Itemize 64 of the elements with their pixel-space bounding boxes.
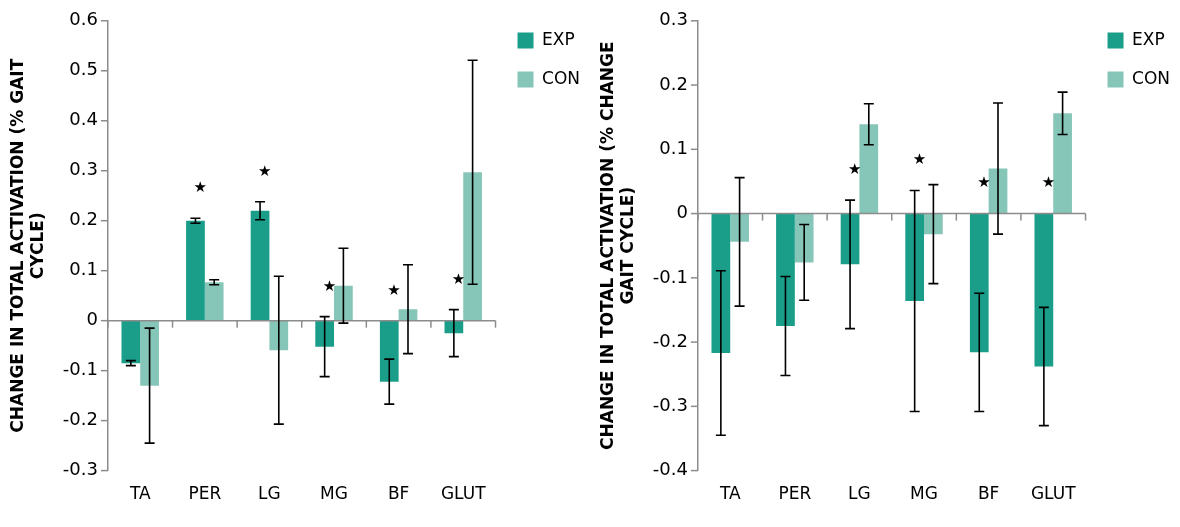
y-tick-label: 0.5 [69, 58, 98, 80]
annotation: ★ [977, 173, 991, 192]
y-tick-label: 0 [676, 201, 688, 223]
bar [969, 213, 989, 353]
bar [186, 220, 205, 321]
annotation: ★ [387, 280, 401, 299]
annotation: ★ [912, 150, 927, 169]
x-tick-label: GLUT [440, 483, 487, 504]
bar [1034, 213, 1054, 367]
y-tick-label: -0.2 [62, 408, 98, 430]
y-tick-label: -0.3 [652, 394, 688, 416]
annotation: ★ [1041, 173, 1056, 192]
bar [463, 172, 482, 321]
x-tick-label: BF [977, 483, 1000, 504]
y-tick-label: 0 [86, 308, 98, 330]
bar [140, 320, 159, 386]
legend-label: CON [542, 67, 580, 88]
x-tick-label: TA [718, 483, 741, 504]
legend-label: EXP [542, 28, 575, 49]
y-tick-label: -0.3 [62, 458, 98, 480]
annotation: ★ [848, 159, 862, 178]
y-tick-label: 0.4 [69, 108, 98, 130]
bar [711, 213, 731, 354]
bar [1053, 113, 1072, 214]
y-tick-label: 0.2 [659, 72, 688, 94]
bar [315, 320, 335, 347]
y-tick-label: 0.3 [69, 158, 98, 180]
y-tick-label: -0.2 [652, 329, 688, 351]
y-axis-title: CHANGE IN TOTAL ACTIVATION (% GAIT CYCLE) [6, 58, 48, 433]
x-tick-label: TA [128, 483, 151, 504]
bar [905, 213, 925, 301]
y-axis-title: CHANGE IN TOTAL ACTIVATION (% CHANGE GAIT CYCLE) [596, 41, 638, 450]
bar [924, 213, 943, 235]
y-tick-label: -0.4 [652, 458, 688, 480]
bar [379, 320, 399, 382]
bar [730, 213, 749, 242]
x-tick-label: GLUT [1030, 483, 1077, 504]
legend-label: EXP [1132, 28, 1165, 49]
bar [859, 124, 879, 214]
y-tick-label: 0.3 [659, 8, 688, 30]
x-tick-label: MG [320, 483, 348, 504]
y-tick-label: 0.1 [69, 258, 98, 280]
bar [334, 285, 353, 321]
x-tick-label: LG [258, 483, 281, 504]
bar [121, 320, 141, 364]
y-tick-label: -0.1 [652, 265, 688, 287]
bar [776, 213, 795, 327]
x-tick-label: PER [188, 483, 222, 504]
annotation: ★ [451, 269, 466, 288]
legend-label: CON [1132, 67, 1170, 88]
annotation: ★ [258, 161, 272, 180]
annotation: ★ [322, 276, 337, 295]
x-tick-label: PER [778, 483, 812, 504]
x-tick-label: LG [848, 483, 871, 504]
bar [204, 282, 224, 321]
y-tick-label: 0.1 [659, 136, 688, 158]
bar [250, 210, 270, 321]
bar [794, 213, 814, 263]
x-tick-label: MG [910, 483, 938, 504]
y-tick-label: 0.2 [69, 208, 98, 230]
y-tick-label: 0.6 [69, 8, 98, 30]
x-tick-label: BF [387, 483, 410, 504]
y-tick-label: -0.1 [62, 358, 98, 380]
annotation: ★ [193, 178, 207, 197]
